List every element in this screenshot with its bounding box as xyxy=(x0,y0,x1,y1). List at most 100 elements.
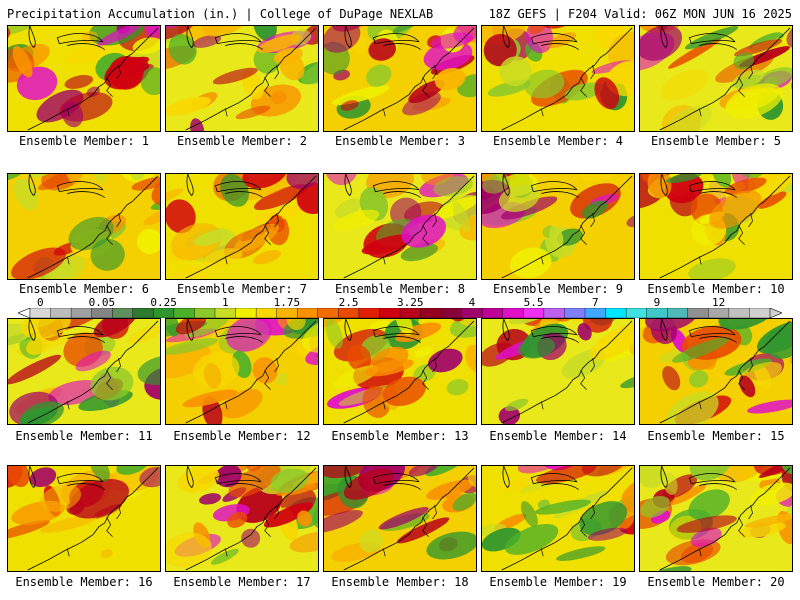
colorbar-segment xyxy=(482,308,504,318)
colorbar-segment xyxy=(214,308,237,318)
great-lakes-outline xyxy=(344,26,421,50)
colorbar-segment xyxy=(605,308,627,318)
precip-field-map xyxy=(324,26,476,131)
precip-field-map xyxy=(8,319,160,424)
colorbar-tick-label: 7 xyxy=(591,296,599,309)
precip-field-map xyxy=(324,466,476,571)
ensemble-member-label: Ensemble Member: 7 xyxy=(176,282,308,296)
precip-field-map xyxy=(640,174,792,279)
precip-field-map xyxy=(166,174,318,279)
ensemble-member-label: Ensemble Member: 5 xyxy=(650,134,782,148)
great-lakes-outline xyxy=(28,466,105,490)
precip-field-map xyxy=(324,319,476,424)
coastline xyxy=(501,467,633,571)
precip-field-map xyxy=(482,174,634,279)
great-lakes-outline xyxy=(186,26,263,50)
great-lakes-outline xyxy=(186,466,263,490)
bay-outline xyxy=(224,358,279,410)
ensemble-panel xyxy=(323,173,477,280)
colorbar-segment xyxy=(749,308,771,318)
ensemble-panel xyxy=(165,173,319,280)
colorbar-tick-label: 0.25 xyxy=(150,296,177,309)
coastline xyxy=(501,320,633,424)
coastline xyxy=(343,27,475,131)
great-lakes-outline xyxy=(344,174,421,198)
bay-outline xyxy=(224,65,279,117)
colorbar-segment xyxy=(646,308,668,318)
bay-outline xyxy=(224,505,279,557)
coastline xyxy=(27,467,159,571)
ensemble-panel xyxy=(323,318,477,425)
coastline xyxy=(343,467,475,571)
coastline xyxy=(501,27,633,131)
great-lakes-outline xyxy=(502,466,579,490)
ensemble-member-label: Ensemble Member: 11 xyxy=(15,429,153,443)
colorbar-segment xyxy=(276,308,298,318)
model-run-info: 18Z GEFS | F204 Valid: 06Z MON JUN 16 20… xyxy=(488,7,792,21)
great-lakes-outline xyxy=(186,174,263,198)
bay-outline xyxy=(540,358,595,410)
great-lakes-outline xyxy=(186,319,263,343)
colorbar-segment xyxy=(91,308,113,318)
great-lakes-outline xyxy=(502,26,579,50)
great-lakes-outline xyxy=(344,319,421,343)
ensemble-member-label: Ensemble Member: 4 xyxy=(492,134,624,148)
colorbar-tick-label: 5.5 xyxy=(523,296,544,309)
ensemble-member-label: Ensemble Member: 8 xyxy=(334,282,466,296)
ensemble-member-label: Ensemble Member: 17 xyxy=(173,575,311,589)
colorbar-segment xyxy=(29,308,52,318)
colorbar-segment xyxy=(255,308,278,318)
ensemble-panel xyxy=(323,25,477,132)
bay-outline xyxy=(698,505,753,557)
ensemble-panel xyxy=(7,173,161,280)
coastline xyxy=(501,175,633,279)
colorbar-segment xyxy=(625,308,648,318)
colorbar-segment xyxy=(687,308,709,318)
colorbar-segment xyxy=(708,308,730,318)
bay-outline xyxy=(66,505,121,557)
colorbar-tick-label: 4 xyxy=(468,296,476,309)
great-lakes-outline xyxy=(344,466,421,490)
colorbar-segment xyxy=(564,308,586,318)
precip-field-map xyxy=(482,319,634,424)
great-lakes-outline xyxy=(660,174,737,198)
ensemble-member-label: Ensemble Member: 18 xyxy=(331,575,469,589)
coastline xyxy=(185,27,317,131)
precip-field-map xyxy=(482,466,634,571)
colorbar-tick-label: 0 xyxy=(36,296,44,309)
colorbar-segment xyxy=(728,308,750,318)
great-lakes-outline xyxy=(28,174,105,198)
bay-outline xyxy=(382,65,437,117)
colorbar-segment xyxy=(317,308,339,318)
great-lakes-outline xyxy=(28,319,105,343)
precip-field-map xyxy=(166,466,318,571)
precip-field-map xyxy=(482,26,634,131)
colorbar-tick-label: 3.25 xyxy=(397,296,424,309)
coastline xyxy=(659,175,791,279)
colorbar-segment xyxy=(173,308,195,318)
colorbar-segment xyxy=(523,308,545,318)
ensemble-member-label: Ensemble Member: 16 xyxy=(15,575,153,589)
coastline xyxy=(27,175,159,279)
colorbar-segment xyxy=(194,308,216,318)
colorbar-tick-label: 1 xyxy=(221,296,229,309)
colorbar-min-arrow xyxy=(18,308,31,318)
coastline xyxy=(343,175,475,279)
colorbar-segment xyxy=(440,308,463,318)
precip-field-map xyxy=(166,319,318,424)
bay-outline xyxy=(66,65,121,117)
colorbar-tick-label: 12 xyxy=(711,296,726,309)
colorbar-segment xyxy=(112,308,134,318)
ensemble-member-label: Ensemble Member: 2 xyxy=(176,134,308,148)
ensemble-panel xyxy=(639,173,793,280)
bay-outline xyxy=(540,65,595,117)
great-lakes-outline xyxy=(28,26,105,50)
ensemble-panel xyxy=(639,25,793,132)
coastline xyxy=(659,467,791,571)
colorbar-max-arrow xyxy=(769,308,782,318)
coastline xyxy=(27,27,159,131)
ensemble-panel xyxy=(7,318,161,425)
colorbar-segment xyxy=(70,308,93,318)
ensemble-panel xyxy=(481,173,635,280)
ensemble-member-label: Ensemble Member: 15 xyxy=(647,429,785,443)
